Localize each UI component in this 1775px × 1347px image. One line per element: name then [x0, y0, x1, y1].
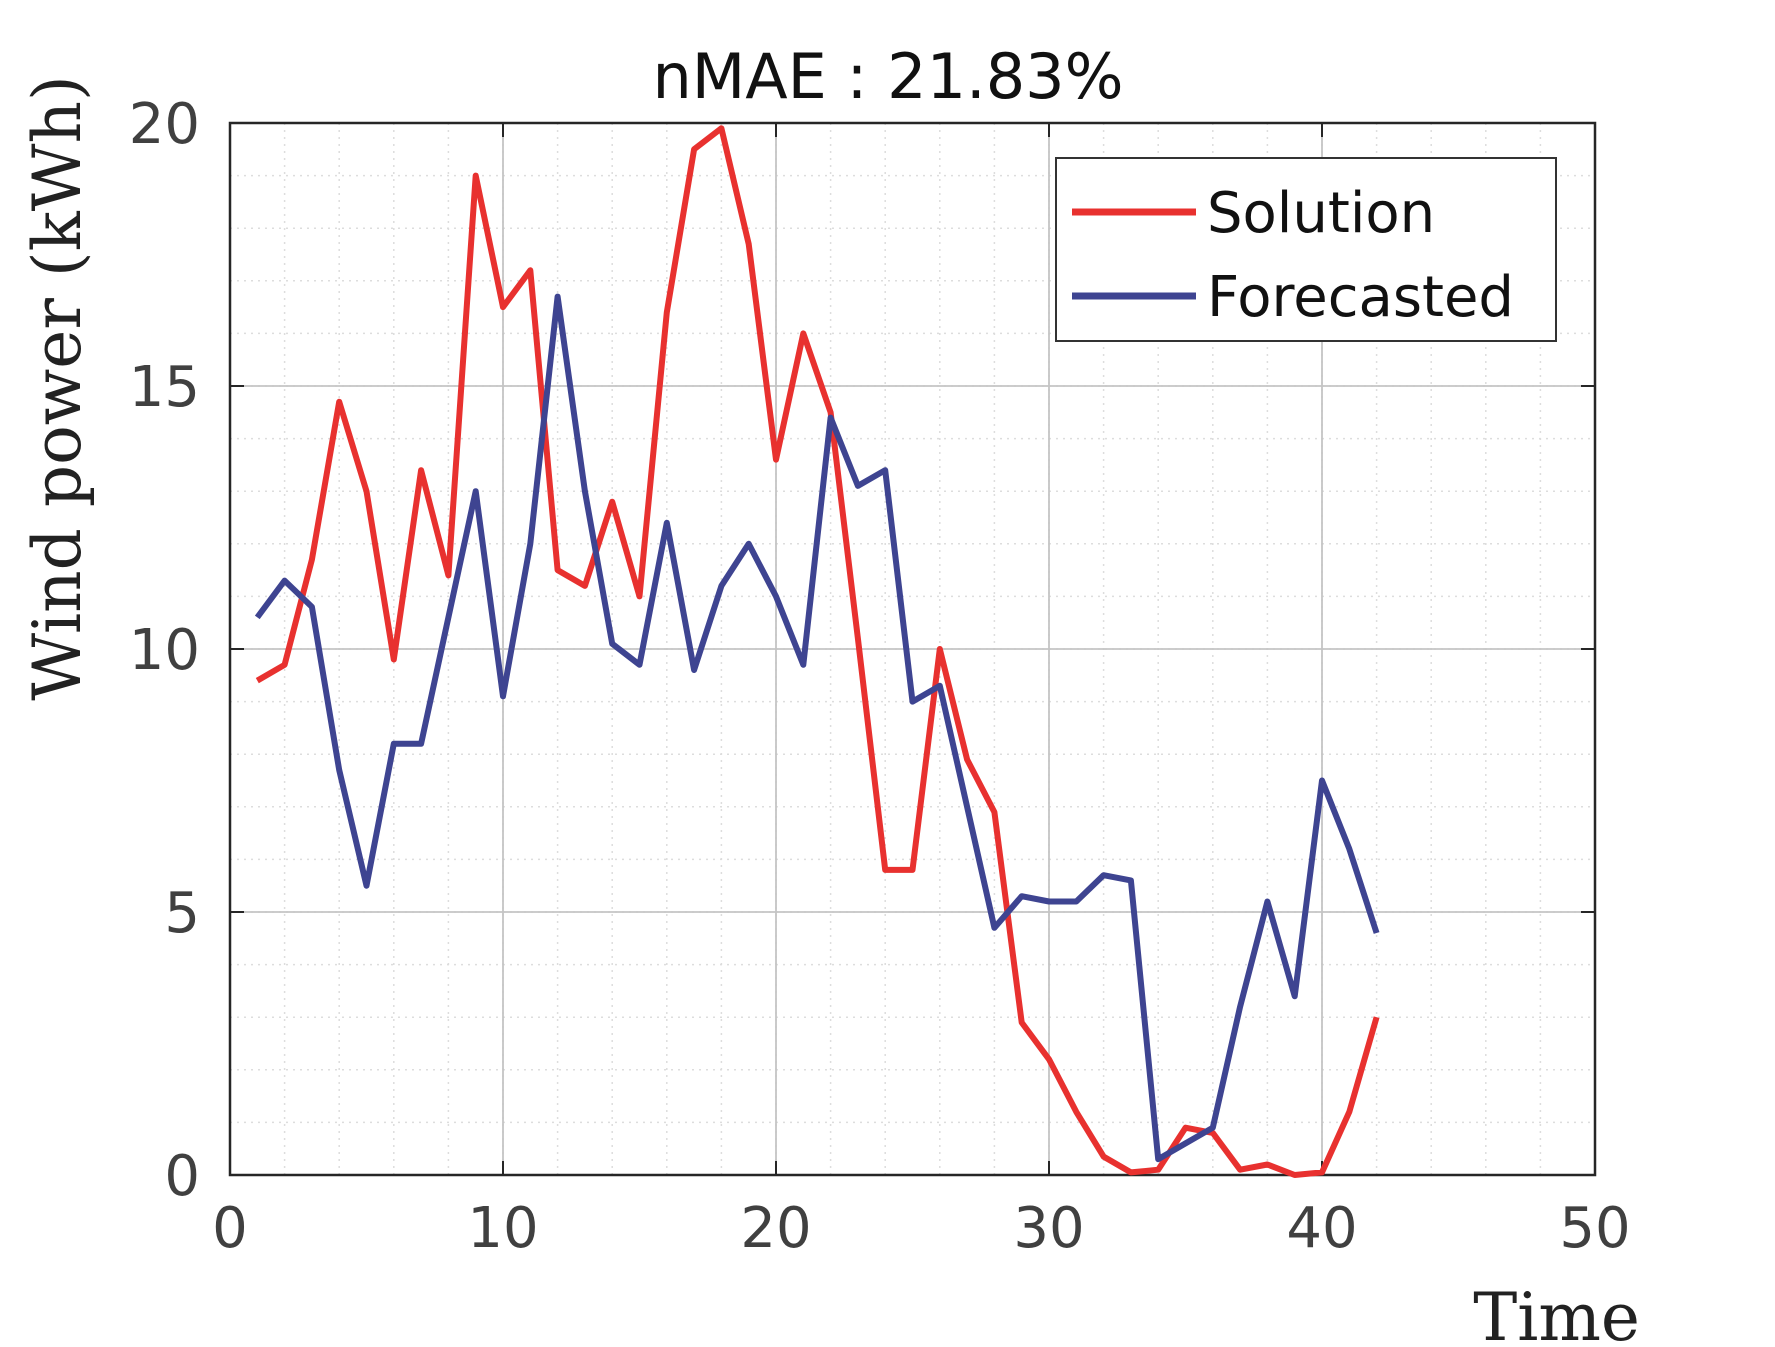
y-tick-label: 0 — [164, 1144, 200, 1209]
x-tick-label: 30 — [1013, 1196, 1084, 1261]
x-tick-label: 50 — [1559, 1196, 1630, 1261]
y-tick-label: 10 — [129, 618, 200, 683]
legend-label-forecasted: Forecasted — [1207, 265, 1514, 330]
series-lines — [254, 125, 1380, 1178]
x-tick-label: 40 — [1286, 1196, 1357, 1261]
legend-label-solution: Solution — [1207, 181, 1435, 246]
y-tick-label: 5 — [164, 881, 200, 946]
x-tick-label: 0 — [212, 1196, 248, 1261]
series-line-forecasted — [254, 293, 1380, 1163]
y-tick-label: 15 — [129, 355, 200, 420]
chart-title: nMAE : 21.83% — [652, 40, 1123, 113]
y-axis-label: Wind power (kWh) — [19, 75, 96, 700]
legend: Solution Forecasted — [1055, 157, 1557, 342]
x-axis-label: Time — [1473, 1279, 1640, 1347]
y-tick-label: 20 — [129, 92, 200, 157]
x-tick-label: 10 — [467, 1196, 538, 1261]
tick-labels: 0 10 20 30 40 50 0 5 10 15 20 — [129, 92, 1631, 1261]
series-line-solution — [255, 125, 1380, 1178]
x-tick-label: 20 — [740, 1196, 811, 1261]
legend-box — [1055, 157, 1557, 342]
